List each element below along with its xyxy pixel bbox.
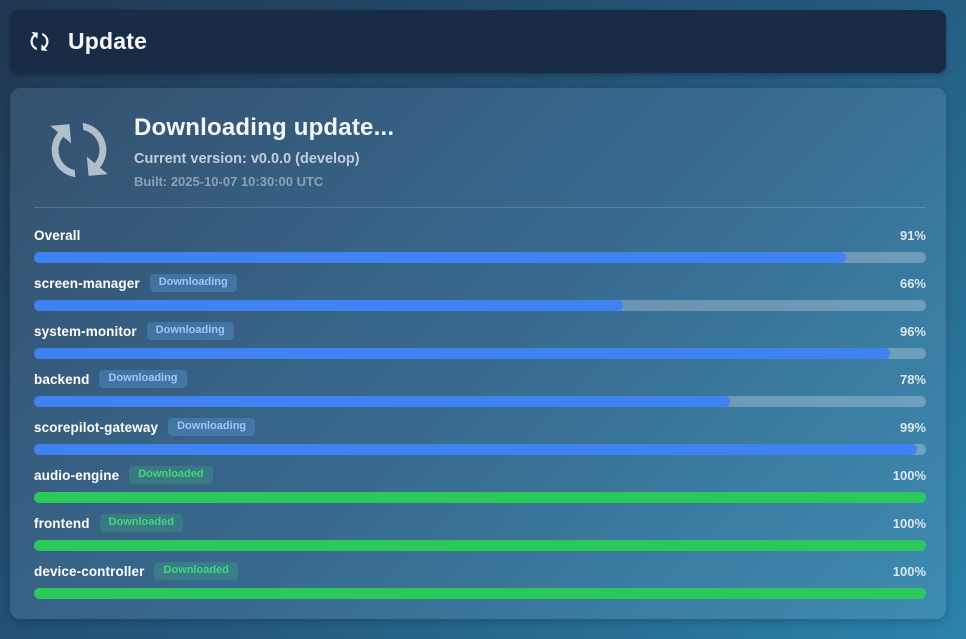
progress-fill bbox=[34, 588, 926, 599]
update-title-bar: Update bbox=[10, 10, 946, 73]
progress-row: device-controller Downloaded 100% bbox=[34, 561, 926, 599]
progress-row: backend Downloading 78% bbox=[34, 369, 926, 407]
status-badge: Downloading bbox=[146, 322, 234, 340]
component-name: frontend bbox=[34, 515, 90, 531]
update-panel: Downloading update... Current version: v… bbox=[10, 88, 946, 619]
progress-track bbox=[34, 444, 926, 455]
progress-fill bbox=[34, 348, 891, 359]
percent-label: 91% bbox=[899, 227, 926, 243]
progress-fill bbox=[34, 444, 918, 455]
build-timestamp: Built: 2025-10-07 10:30:00 UTC bbox=[134, 174, 324, 189]
progress-track bbox=[34, 588, 926, 599]
percent-label: 96% bbox=[899, 323, 926, 339]
percent-label: 66% bbox=[899, 275, 926, 291]
progress-track bbox=[34, 252, 926, 263]
sync-icon bbox=[26, 28, 53, 55]
progress-track bbox=[34, 540, 926, 551]
component-name: system-monitor bbox=[34, 323, 137, 339]
progress-fill bbox=[34, 492, 926, 503]
component-name: audio-engine bbox=[34, 467, 120, 483]
component-name: screen-manager bbox=[34, 275, 140, 291]
progress-row: audio-engine Downloaded 100% bbox=[34, 465, 926, 503]
panel-header: Downloading update... Current version: v… bbox=[34, 108, 926, 192]
progress-rows: Overall 91% screen-manager Downloading 6… bbox=[34, 225, 926, 599]
progress-fill bbox=[34, 300, 623, 311]
component-name: backend bbox=[34, 371, 90, 387]
page-title: Update bbox=[68, 28, 148, 54]
percent-label: 78% bbox=[899, 371, 926, 387]
divider bbox=[34, 207, 926, 208]
component-name: device-controller bbox=[34, 563, 145, 579]
component-name: scorepilot-gateway bbox=[34, 419, 159, 435]
progress-track bbox=[34, 396, 926, 407]
progress-row: screen-manager Downloading 66% bbox=[34, 273, 926, 311]
status-badge: Downloaded bbox=[154, 562, 238, 580]
current-version: Current version: v0.0.0 (develop) bbox=[134, 151, 360, 167]
sync-icon bbox=[38, 108, 120, 192]
status-badge: Downloading bbox=[99, 370, 187, 388]
progress-row: Overall 91% bbox=[34, 225, 926, 263]
progress-row: scorepilot-gateway Downloading 99% bbox=[34, 417, 926, 455]
status-badge: Downloaded bbox=[129, 466, 213, 484]
percent-label: 100% bbox=[892, 563, 926, 579]
progress-row: frontend Downloaded 100% bbox=[34, 513, 926, 551]
percent-label: 99% bbox=[899, 419, 926, 435]
progress-track bbox=[34, 348, 926, 359]
status-badge: Downloading bbox=[149, 274, 237, 292]
component-name: Overall bbox=[34, 227, 81, 243]
status-badge: Downloaded bbox=[99, 514, 183, 532]
progress-fill bbox=[34, 540, 926, 551]
status-badge: Downloading bbox=[168, 418, 256, 436]
progress-track bbox=[34, 300, 926, 311]
progress-track bbox=[34, 492, 926, 503]
status-title: Downloading update... bbox=[134, 114, 395, 141]
progress-fill bbox=[34, 252, 846, 263]
percent-label: 100% bbox=[892, 515, 926, 531]
progress-row: system-monitor Downloading 96% bbox=[34, 321, 926, 359]
percent-label: 100% bbox=[892, 467, 926, 483]
progress-fill bbox=[34, 396, 730, 407]
